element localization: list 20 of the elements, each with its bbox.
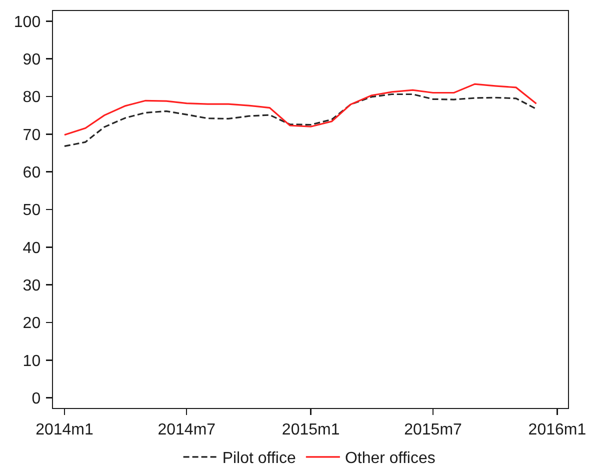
y-tick-label: 20 (22, 315, 41, 332)
y-tick-label: 60 (22, 164, 41, 182)
y-tick-label: 90 (22, 51, 41, 68)
x-tick-label: 2014m7 (158, 421, 216, 438)
x-tick-label: 2015m1 (282, 421, 340, 438)
y-tick-label: 30 (22, 277, 41, 294)
legend-label: Other offices (344, 450, 436, 468)
y-tick-label: 80 (22, 89, 41, 106)
y-tick-label: 40 (22, 240, 41, 257)
x-tick-label: 2014m1 (36, 421, 94, 438)
line-series (64, 83, 538, 136)
line-series (64, 93, 538, 148)
x-tick-label: 2016m1 (528, 421, 586, 438)
y-tick-label: 100 (14, 14, 41, 31)
x-tick-label: 2015m7 (404, 421, 462, 438)
y-tick-label: 70 (22, 126, 41, 144)
y-tick-label: 50 (22, 202, 41, 220)
legend-label: Pilot office (222, 450, 296, 468)
y-tick-label: 10 (22, 352, 41, 370)
y-tick-label: 0 (32, 390, 41, 408)
